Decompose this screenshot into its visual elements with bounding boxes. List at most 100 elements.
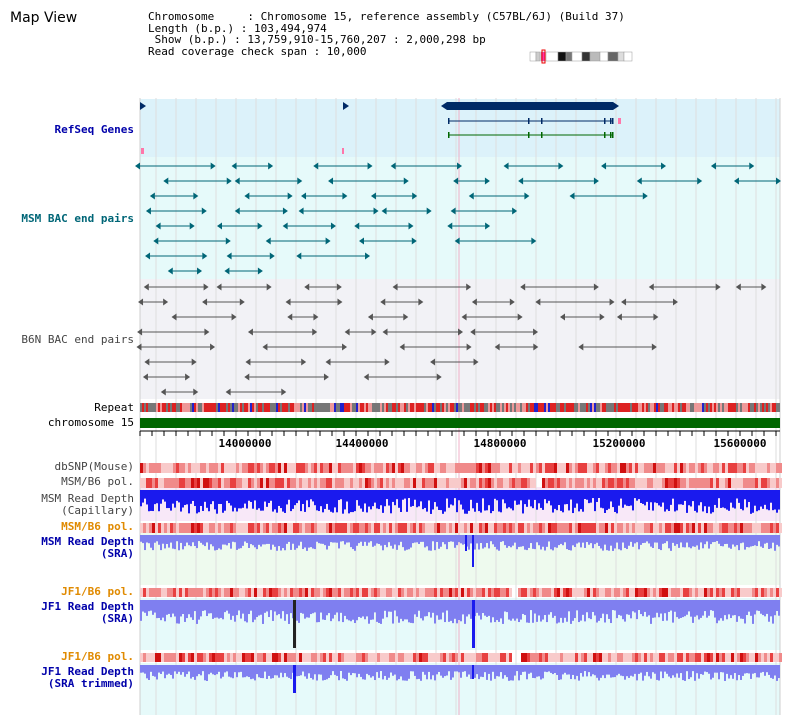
heat-cell xyxy=(326,463,329,473)
track-label-msm-depth-sra[interactable]: MSM Read Depth (SRA) xyxy=(41,536,134,560)
track-label-msm-b6-pol-1[interactable]: MSM/B6 pol. xyxy=(61,475,134,488)
depth-bar xyxy=(770,535,772,549)
heat-cell xyxy=(728,463,731,473)
heat-cell xyxy=(260,478,263,488)
heat-cell xyxy=(317,478,320,488)
heat-cell xyxy=(506,478,509,488)
depth-bar xyxy=(722,535,724,547)
depth-bar xyxy=(222,600,224,620)
depth-bar xyxy=(434,490,436,503)
repeat-segment xyxy=(372,403,374,412)
heat-cell xyxy=(248,653,251,662)
depth-bar xyxy=(342,665,344,679)
repeat-segment xyxy=(170,403,172,412)
depth-bar xyxy=(726,535,728,544)
heat-cell xyxy=(350,523,353,533)
heat-cell xyxy=(359,463,362,473)
depth-bar xyxy=(708,665,710,674)
depth-bar xyxy=(730,600,732,619)
track-label-jf1-depth-trimmed[interactable]: JF1 Read Depth (SRA trimmed) xyxy=(41,666,134,690)
repeat-segment xyxy=(422,403,424,412)
depth-bar xyxy=(608,490,610,509)
depth-bar xyxy=(752,600,754,624)
depth-bar xyxy=(368,600,370,624)
track-label-msm-bac[interactable]: MSM BAC end pairs xyxy=(21,212,134,225)
depth-bar xyxy=(532,600,534,623)
depth-bar xyxy=(454,490,456,499)
repeat-segment xyxy=(374,403,376,412)
depth-bar xyxy=(586,490,588,500)
depth-bar xyxy=(172,490,174,504)
heat-cell xyxy=(347,653,350,662)
depth-bar xyxy=(562,665,564,675)
b6n-bac-pair-end xyxy=(466,283,472,291)
track-label-jf1-b6-pol-2[interactable]: JF1/B6 pol. xyxy=(61,650,134,663)
heat-cell xyxy=(551,588,554,597)
track-label-dbsnp[interactable]: dbSNP(Mouse) xyxy=(54,460,134,473)
heat-cell xyxy=(626,478,629,488)
heat-cell xyxy=(164,653,167,662)
depth-bar xyxy=(190,600,192,618)
heat-cell xyxy=(767,588,770,597)
depth-bar xyxy=(422,600,424,621)
track-label-msm-depth-capillary[interactable]: MSM Read Depth (Capillary) xyxy=(41,493,134,517)
heat-cell xyxy=(743,478,746,488)
heat-cell xyxy=(395,463,398,473)
depth-bar xyxy=(336,490,338,513)
depth-bar xyxy=(432,535,434,542)
depth-bar xyxy=(474,490,476,512)
heat-cell xyxy=(272,523,275,533)
depth-bar xyxy=(716,665,718,673)
heat-cell xyxy=(341,463,344,473)
track-label-chromosome[interactable]: chromosome 15 xyxy=(47,416,134,429)
track-label-msm-b6-pol-2[interactable]: MSM/B6 pol. xyxy=(61,520,134,533)
depth-bar xyxy=(674,600,676,612)
depth-bar xyxy=(580,600,582,621)
track-label-jf1-depth-sra[interactable]: JF1 Read Depth (SRA) xyxy=(41,601,134,625)
heat-cell xyxy=(494,523,497,533)
depth-bar xyxy=(278,535,280,547)
heat-cell xyxy=(539,588,542,597)
heat-cell xyxy=(185,478,188,488)
track-label-refseq[interactable]: RefSeq Genes xyxy=(54,123,134,136)
repeat-segment xyxy=(148,403,150,412)
depth-bar xyxy=(598,535,600,547)
depth-bar xyxy=(390,490,392,514)
repeat-segment xyxy=(210,403,212,412)
depth-bar xyxy=(274,535,276,547)
depth-bar xyxy=(524,490,526,505)
repeat-segment xyxy=(646,403,648,412)
heat-cell xyxy=(473,523,476,533)
repeat-segment xyxy=(480,403,482,412)
heat-cell xyxy=(239,523,242,533)
depth-bar xyxy=(440,535,442,547)
depth-bar xyxy=(326,600,328,616)
depth-bar xyxy=(758,490,760,511)
depth-bar xyxy=(762,535,764,548)
b6n-bac-pair-end xyxy=(325,358,331,366)
depth-bar xyxy=(628,490,630,507)
depth-bar xyxy=(656,600,658,613)
track-label-jf1-b6-pol-1[interactable]: JF1/B6 pol. xyxy=(61,585,134,598)
heat-cell xyxy=(554,653,557,662)
depth-bar xyxy=(770,490,772,503)
heat-cell xyxy=(212,523,215,533)
heat-cell xyxy=(326,478,329,488)
depth-bar xyxy=(538,535,540,546)
heat-cell xyxy=(665,588,668,597)
msm-bac-pair-end xyxy=(484,177,490,185)
b6n-bac-pair-end xyxy=(239,298,245,306)
depth-bar xyxy=(528,535,530,548)
track-label-b6n-bac[interactable]: B6N BAC end pairs xyxy=(21,333,134,346)
depth-bar xyxy=(434,535,436,551)
heat-cell xyxy=(680,463,683,473)
repeat-segment xyxy=(174,403,176,412)
depth-bar xyxy=(570,490,572,500)
depth-bar xyxy=(680,490,682,505)
depth-bar xyxy=(432,665,434,676)
depth-bar xyxy=(340,535,342,542)
depth-bar xyxy=(586,665,588,677)
repeat-segment xyxy=(662,403,664,412)
track-label-repeat[interactable]: Repeat xyxy=(94,401,134,414)
